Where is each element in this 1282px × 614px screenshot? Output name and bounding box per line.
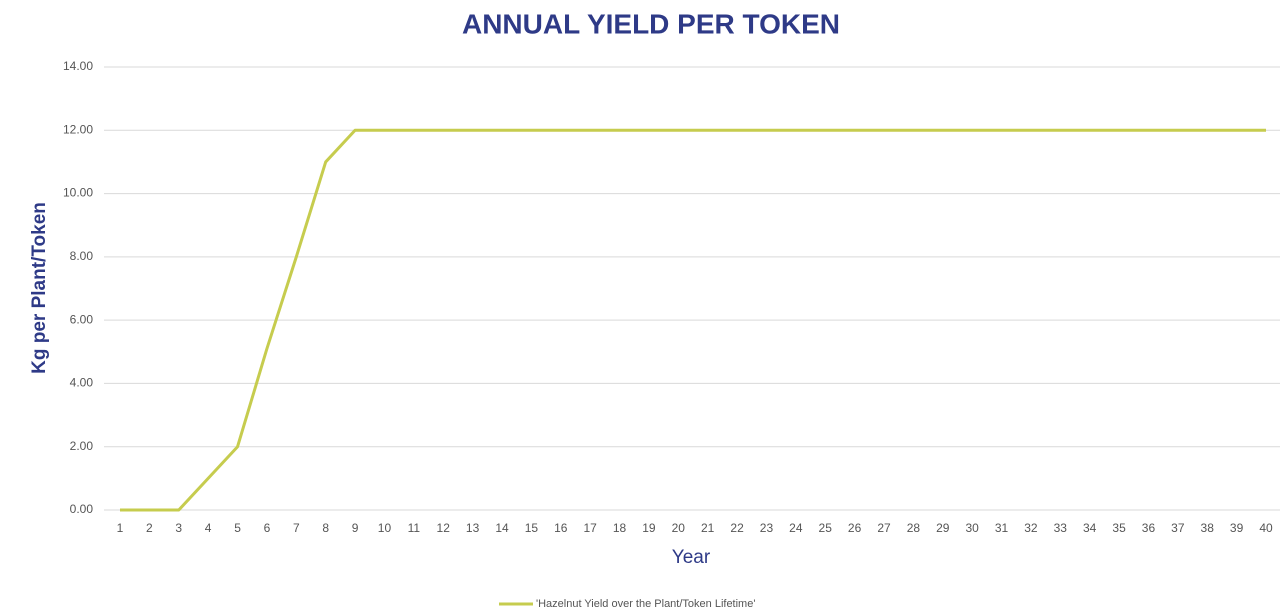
x-tick-label: 19 <box>642 521 656 535</box>
x-tick-label: 20 <box>672 521 686 535</box>
x-axis-label: Year <box>672 547 711 568</box>
y-axis-label: Kg per Plant/Token <box>29 202 50 374</box>
x-tick-label: 22 <box>730 521 744 535</box>
x-tick-label: 5 <box>234 521 241 535</box>
y-tick-label: 12.00 <box>63 122 93 136</box>
x-tick-label: 3 <box>175 521 182 535</box>
x-tick-label: 17 <box>583 521 597 535</box>
x-tick-label: 26 <box>848 521 862 535</box>
x-tick-label: 2 <box>146 521 153 535</box>
y-tick-label: 10.00 <box>63 186 93 200</box>
x-tick-label: 31 <box>995 521 1009 535</box>
y-tick-label: 0.00 <box>70 502 94 516</box>
x-tick-label: 15 <box>525 521 539 535</box>
x-tick-label: 36 <box>1142 521 1156 535</box>
x-tick-label: 6 <box>264 521 271 535</box>
x-tick-label: 35 <box>1112 521 1126 535</box>
x-tick-label: 7 <box>293 521 300 535</box>
x-tick-label: 13 <box>466 521 480 535</box>
x-tick-label: 9 <box>352 521 359 535</box>
x-tick-label: 8 <box>322 521 329 535</box>
y-tick-label: 2.00 <box>70 439 94 453</box>
y-tick-label: 4.00 <box>70 376 94 390</box>
x-tick-label: 25 <box>819 521 833 535</box>
x-tick-label: 27 <box>877 521 891 535</box>
x-tick-label: 16 <box>554 521 568 535</box>
x-tick-label: 12 <box>437 521 451 535</box>
y-tick-label: 8.00 <box>70 249 94 263</box>
chart-title: ANNUAL YIELD PER TOKEN <box>462 8 840 39</box>
x-tick-label: 14 <box>495 521 509 535</box>
x-tick-label: 33 <box>1054 521 1068 535</box>
x-tick-label: 40 <box>1259 521 1273 535</box>
x-tick-label: 39 <box>1230 521 1244 535</box>
x-tick-label: 29 <box>936 521 950 535</box>
x-tick-label: 1 <box>117 521 124 535</box>
legend-label: 'Hazelnut Yield over the Plant/Token Lif… <box>536 598 755 610</box>
y-tick-label: 14.00 <box>63 59 93 73</box>
x-tick-label: 4 <box>205 521 212 535</box>
data-line <box>120 128 1266 512</box>
x-tick-label: 28 <box>907 521 921 535</box>
x-tick-label: 34 <box>1083 521 1097 535</box>
x-tick-label: 32 <box>1024 521 1038 535</box>
y-tick-label: 6.00 <box>70 312 94 326</box>
x-tick-label: 30 <box>965 521 979 535</box>
x-tick-label: 23 <box>760 521 774 535</box>
x-tick-label: 10 <box>378 521 392 535</box>
x-tick-label: 21 <box>701 521 715 535</box>
x-tick-label: 18 <box>613 521 627 535</box>
x-tick-label: 11 <box>408 521 421 535</box>
x-tick-label: 38 <box>1201 521 1215 535</box>
x-tick-label: 24 <box>789 521 803 535</box>
x-tick-label: 37 <box>1171 521 1185 535</box>
